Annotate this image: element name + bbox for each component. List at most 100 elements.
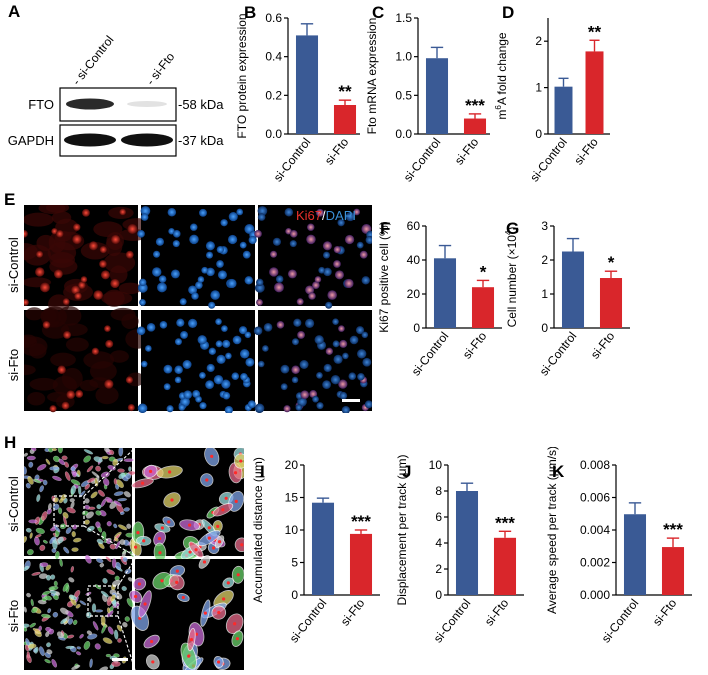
panel-letter-h: H — [4, 433, 17, 452]
y-tick-label: 1.0 — [395, 50, 412, 64]
x-tick-label: si-Control — [287, 596, 330, 645]
y-tick-label: 1.5 — [395, 11, 412, 25]
y-axis-label: FTO protein expression — [235, 13, 249, 138]
x-tick-label: si-Control — [271, 135, 314, 184]
bar-si-fto — [463, 118, 487, 134]
bar-si-control — [554, 86, 573, 134]
lane-label-fto: - si-Fto — [143, 50, 177, 88]
y-tick-label: 3 — [541, 219, 548, 233]
y-tick-label: 10 — [285, 523, 299, 537]
panel-letter-a: A — [8, 2, 21, 21]
bar-si-fto — [349, 533, 373, 595]
y-tick-label: 40 — [407, 253, 421, 267]
ki67-dapi-micrographs — [24, 205, 372, 413]
significance-marker: ** — [338, 82, 352, 101]
bar-si-control — [561, 251, 585, 328]
y-tick-label: 0.4 — [265, 50, 282, 64]
stain-legend: Ki67/DAPI — [296, 208, 356, 223]
y-tick-label: 0 — [435, 588, 442, 602]
lane-label-control: - si-Control — [69, 33, 116, 88]
y-tick-label: 0.002 — [580, 556, 610, 570]
band-fto-control — [66, 98, 114, 110]
chart-f: F 0 20 40 60 Ki67 positive cell (%) si-Control… — [377, 219, 502, 378]
x-tick-label: si-Fto — [650, 596, 680, 629]
bar-si-fto — [661, 547, 685, 595]
e-row-labels: si-Control si-Fto — [6, 237, 21, 381]
significance-marker: *** — [351, 512, 371, 531]
micrograph-tile — [136, 310, 256, 413]
bar-si-control — [425, 58, 449, 134]
x-tick-label: si-Fto — [322, 135, 352, 168]
chart-i: I 0 5 10 15 20 Accumulated distance (μm) si-Con… — [251, 457, 380, 645]
panel-letter-c: C — [372, 3, 384, 22]
y-axis-label: Ki67 positive cell (%) — [377, 221, 391, 332]
y-tick-label: 4 — [435, 536, 442, 550]
significance-marker: *** — [465, 96, 485, 115]
micrograph-tile — [24, 205, 152, 314]
panel-letter-f: F — [380, 219, 390, 238]
bar-si-control — [455, 491, 479, 595]
tracking-tile — [129, 448, 244, 563]
bar-si-fto — [471, 287, 495, 328]
bar-si-control — [311, 502, 335, 595]
bar-si-fto — [333, 105, 357, 134]
y-tick-label: 0 — [413, 321, 420, 335]
y-tick-label: 15 — [285, 491, 299, 505]
y-tick-label: 2 — [535, 34, 542, 48]
significance-marker: * — [608, 253, 615, 272]
x-tick-label: si-Control — [401, 135, 444, 184]
y-tick-label: 0.006 — [580, 491, 610, 505]
size-label-gapdh: -37 kDa — [178, 133, 224, 148]
y-tick-label: 20 — [285, 458, 299, 472]
y-tick-label: 1 — [541, 287, 548, 301]
y-tick-label: 0.6 — [265, 11, 282, 25]
x-tick-label: si-Control — [431, 596, 474, 645]
y-tick-label: 6 — [435, 510, 442, 524]
chart-g: G 0 1 2 3 Cell number (×104) si-Control si-Fto * — [504, 219, 630, 378]
x-tick-label: si-Control — [537, 329, 580, 378]
chart-b: B 0.0 0.2 0.4 0.6 FTO protein expression si-Co… — [235, 3, 360, 184]
micrograph-tile — [137, 205, 258, 309]
panel-letter-b: B — [244, 3, 256, 22]
panel-letter-e: E — [4, 190, 16, 209]
x-tick-label: si-Fto — [482, 596, 512, 629]
y-tick-label: 2 — [435, 562, 442, 576]
y-axis-label: Displacement per track (μm) — [395, 455, 409, 606]
tracking-tile — [129, 555, 244, 670]
y-tick-label: 0.0 — [395, 127, 412, 141]
size-label-fto: -58 kDa — [178, 97, 224, 112]
h-row-label-control: si-Control — [6, 476, 21, 532]
h-row-labels: si-Control si-Fto — [6, 476, 21, 632]
y-tick-label: 0 — [541, 321, 548, 335]
chart-c: C 0.0 0.5 1.0 1.5 Fto mRNA expression si-Contr… — [365, 3, 490, 184]
western-blot: - si-Control - si-Fto FTO GAPDH -58 kDa … — [8, 33, 224, 157]
x-tick-label: si-Fto — [571, 135, 601, 168]
significance-marker: ** — [588, 22, 602, 41]
y-tick-label: 10 — [429, 458, 443, 472]
tracking-tile — [24, 448, 136, 560]
y-axis-label: m6A fold change — [494, 32, 509, 120]
y-tick-label: 0.008 — [580, 458, 610, 472]
x-tick-label: si-Fto — [588, 329, 618, 362]
x-tick-label: si-Fto — [452, 135, 482, 168]
y-tick-label: 1 — [535, 81, 542, 95]
bar-si-fto — [599, 278, 623, 328]
y-axis-label: Average speed per track (μm/s) — [545, 447, 559, 614]
y-tick-label: 0 — [291, 588, 298, 602]
band-fto-knockdown — [127, 101, 167, 107]
bar-si-control — [623, 514, 647, 595]
stain-dapi: DAPI — [325, 208, 356, 223]
y-tick-label: 0.004 — [580, 523, 610, 537]
micrograph-tile — [24, 306, 151, 413]
y-tick-label: 0.5 — [395, 88, 412, 102]
stain-separator: / — [322, 208, 326, 223]
y-tick-label: 0.2 — [265, 88, 282, 102]
x-tick-label: si-Fto — [338, 596, 368, 629]
scale-bar — [112, 658, 128, 661]
y-tick-label: 0 — [535, 127, 542, 141]
y-tick-label: 20 — [407, 287, 421, 301]
chart-k: K 0.000 0.002 0.004 0.006 0.008 Average speed … — [545, 447, 692, 645]
panel-letter-g: G — [506, 219, 519, 238]
y-tick-label: 60 — [407, 219, 421, 233]
y-axis-label: Cell number (×104) — [504, 227, 519, 328]
